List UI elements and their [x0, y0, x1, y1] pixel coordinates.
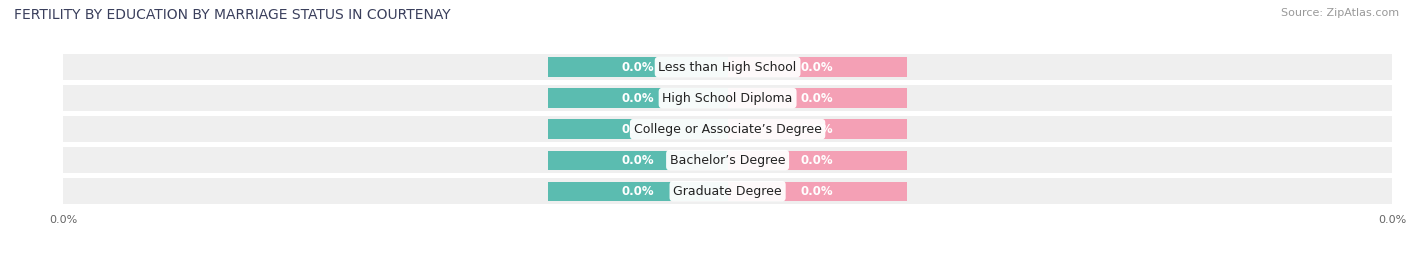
- Bar: [548, 89, 728, 108]
- Text: 0.0%: 0.0%: [621, 154, 654, 167]
- Bar: [728, 151, 907, 170]
- Text: 0.0%: 0.0%: [621, 185, 654, 198]
- Bar: [728, 182, 907, 201]
- Bar: [728, 119, 907, 139]
- Bar: [728, 57, 907, 77]
- Text: Less than High School: Less than High School: [658, 61, 797, 73]
- Text: 0.0%: 0.0%: [621, 61, 654, 73]
- Bar: [728, 89, 907, 108]
- Bar: [548, 151, 728, 170]
- Text: 0.0%: 0.0%: [801, 185, 834, 198]
- Text: High School Diploma: High School Diploma: [662, 91, 793, 105]
- Text: 0.0%: 0.0%: [621, 91, 654, 105]
- Text: 0.0%: 0.0%: [621, 123, 654, 136]
- Bar: [548, 119, 728, 139]
- Bar: [63, 116, 1392, 142]
- Bar: [63, 178, 1392, 204]
- Text: 0.0%: 0.0%: [801, 61, 834, 73]
- Text: 0.0%: 0.0%: [801, 123, 834, 136]
- Bar: [548, 57, 728, 77]
- Bar: [63, 85, 1392, 111]
- Bar: [63, 147, 1392, 173]
- Text: Graduate Degree: Graduate Degree: [673, 185, 782, 198]
- Bar: [548, 182, 728, 201]
- Text: FERTILITY BY EDUCATION BY MARRIAGE STATUS IN COURTENAY: FERTILITY BY EDUCATION BY MARRIAGE STATU…: [14, 8, 451, 22]
- Text: 0.0%: 0.0%: [801, 91, 834, 105]
- Text: Bachelor’s Degree: Bachelor’s Degree: [669, 154, 786, 167]
- Text: College or Associate’s Degree: College or Associate’s Degree: [634, 123, 821, 136]
- Text: 0.0%: 0.0%: [801, 154, 834, 167]
- Bar: [63, 54, 1392, 80]
- Text: Source: ZipAtlas.com: Source: ZipAtlas.com: [1281, 8, 1399, 18]
